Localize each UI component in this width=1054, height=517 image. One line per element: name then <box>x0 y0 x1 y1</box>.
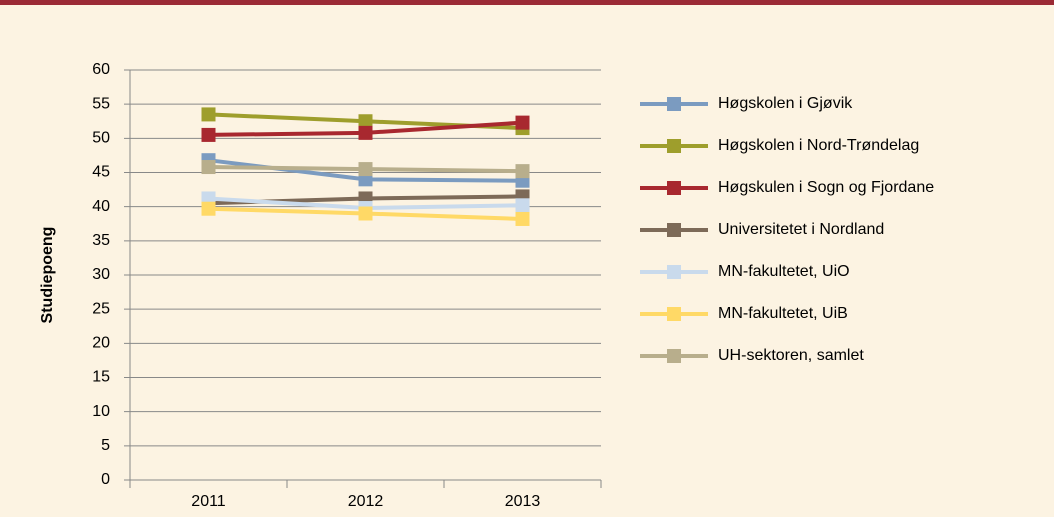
legend-marker <box>667 223 681 237</box>
legend-label: MN-fakultetet, UiB <box>718 305 848 322</box>
x-tick-label: 2011 <box>191 493 226 510</box>
marker <box>201 107 216 122</box>
top-bar <box>0 0 1054 5</box>
marker <box>358 206 373 221</box>
marker <box>358 125 373 140</box>
x-tick-label: 2013 <box>505 493 541 510</box>
marker <box>515 115 530 130</box>
x-tick-label: 2012 <box>348 493 384 510</box>
legend-marker <box>667 307 681 321</box>
marker <box>358 114 373 129</box>
marker <box>515 164 530 179</box>
legend-label: Høgskulen i Sogn og Fjordane <box>718 179 934 196</box>
marker <box>201 160 216 175</box>
y-tick-label: 40 <box>92 198 110 215</box>
marker <box>358 162 373 177</box>
y-tick-label: 55 <box>92 95 110 112</box>
legend-label: Høgskolen i Gjøvik <box>718 95 853 112</box>
y-axis-label: Studiepoeng <box>39 227 56 324</box>
y-tick-label: 0 <box>101 471 110 488</box>
legend-label: MN-fakultetet, UiO <box>718 263 850 280</box>
marker <box>515 198 530 213</box>
legend-label: Høgskolen i Nord-Trøndelag <box>718 137 919 154</box>
marker <box>201 127 216 142</box>
legend-label: Universitetet i Nordland <box>718 221 884 238</box>
y-tick-label: 10 <box>92 403 110 420</box>
legend-marker <box>667 97 681 111</box>
y-tick-label: 50 <box>92 130 110 147</box>
y-tick-label: 45 <box>92 164 110 181</box>
marker <box>515 211 530 226</box>
y-tick-label: 20 <box>92 335 110 352</box>
legend-marker <box>667 181 681 195</box>
y-tick-label: 35 <box>92 232 110 249</box>
marker <box>201 201 216 216</box>
legend-marker <box>667 349 681 363</box>
y-tick-label: 15 <box>92 369 110 386</box>
legend-marker <box>667 139 681 153</box>
y-tick-label: 30 <box>92 266 110 283</box>
legend-marker <box>667 265 681 279</box>
legend-label: UH-sektoren, samlet <box>718 347 864 364</box>
y-tick-label: 60 <box>92 61 110 78</box>
y-tick-label: 25 <box>92 300 110 317</box>
y-tick-label: 5 <box>101 437 110 454</box>
